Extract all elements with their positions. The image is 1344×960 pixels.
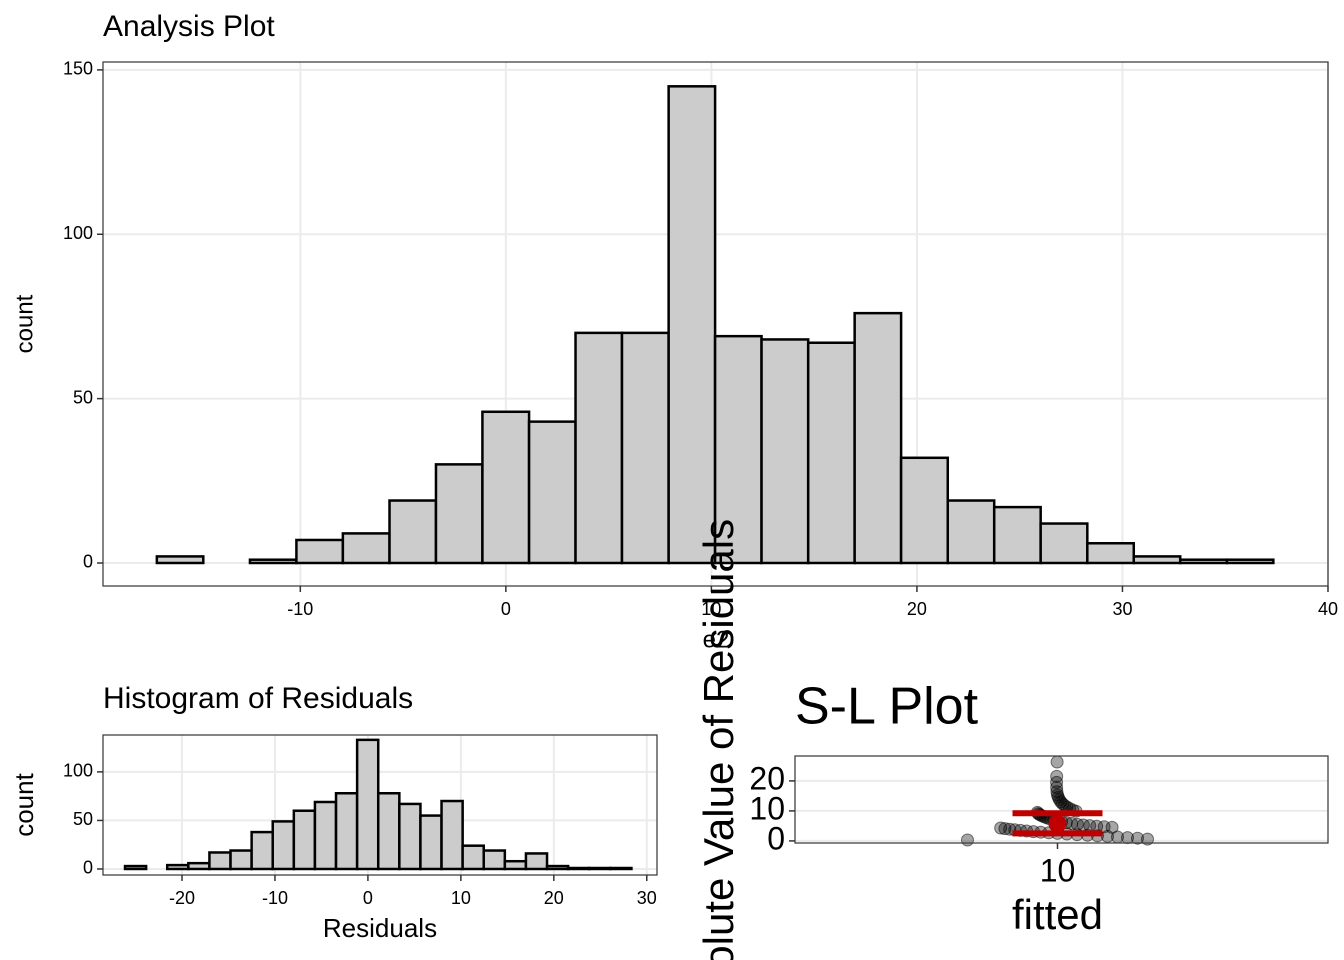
bar xyxy=(440,799,464,871)
bar xyxy=(899,456,950,565)
bar xyxy=(398,802,422,871)
bar xyxy=(667,85,717,565)
panel-border xyxy=(102,734,658,876)
x-axis-label: fitted xyxy=(1012,891,1103,938)
y-tick-label: 50 xyxy=(73,387,93,407)
bar xyxy=(760,338,810,565)
bar xyxy=(992,505,1042,565)
bar xyxy=(313,800,338,871)
bar xyxy=(123,864,148,871)
bar xyxy=(248,558,298,565)
point xyxy=(1050,755,1064,769)
bar xyxy=(527,420,577,565)
point xyxy=(994,821,1008,835)
point xyxy=(998,822,1012,836)
x-tick-label: 0 xyxy=(363,888,373,908)
y-tick-label: 100 xyxy=(63,761,93,781)
x-tick-label: 10 xyxy=(451,888,471,908)
bar xyxy=(295,538,345,565)
bar xyxy=(388,499,438,565)
bar xyxy=(461,844,485,871)
bar xyxy=(481,410,531,565)
point xyxy=(1141,832,1154,846)
y-axis-label: count xyxy=(9,772,39,836)
bar xyxy=(946,499,996,565)
bar xyxy=(566,866,591,871)
y-axis-label: count xyxy=(11,294,38,353)
bar xyxy=(853,311,903,565)
bar xyxy=(482,849,507,871)
bar xyxy=(609,866,633,871)
point xyxy=(1050,781,1064,794)
x-tick-label: 30 xyxy=(637,888,657,908)
bar xyxy=(187,861,211,871)
bar xyxy=(271,820,296,871)
y-tick-label: 0 xyxy=(83,858,93,878)
x-tick-label: 30 xyxy=(1112,599,1132,619)
bar xyxy=(334,792,359,871)
y-tick-label: 0 xyxy=(767,820,785,856)
bar xyxy=(587,866,612,871)
bar xyxy=(292,809,317,871)
y-tick-label: 100 xyxy=(63,223,93,243)
bar xyxy=(545,864,570,871)
point xyxy=(1050,785,1064,799)
bar xyxy=(165,863,190,871)
bar xyxy=(229,849,253,871)
x-tick-label: 20 xyxy=(544,888,564,908)
bar xyxy=(806,341,856,565)
bar xyxy=(1178,558,1229,565)
y-tick-label: 10 xyxy=(749,790,785,826)
y-tick-label: 150 xyxy=(63,59,93,79)
x-tick-label: 40 xyxy=(1318,599,1338,619)
bar xyxy=(355,738,380,871)
bar xyxy=(574,331,624,565)
x-tick-label: -10 xyxy=(262,888,288,908)
bar xyxy=(620,331,670,565)
point xyxy=(961,833,974,847)
x-tick-label: 20 xyxy=(907,599,927,619)
bar xyxy=(434,463,484,565)
bar xyxy=(341,532,391,565)
x-axis-label: e2 xyxy=(703,626,730,653)
bar xyxy=(1225,558,1275,565)
panel-border xyxy=(794,755,1329,844)
x-axis-label: Residuals xyxy=(323,913,437,943)
y-axis-label: Absolute Value of Residuals xyxy=(695,519,742,960)
y-tick-label: 20 xyxy=(749,760,785,796)
bar xyxy=(1086,542,1136,565)
x-tick-label: 10 xyxy=(1040,852,1076,888)
panel-border xyxy=(102,61,1329,587)
bar xyxy=(419,814,443,871)
chart-title: Histogram of Residuals xyxy=(103,682,413,715)
y-tick-label: 0 xyxy=(83,552,93,572)
bar xyxy=(250,830,274,871)
bar xyxy=(1039,522,1089,565)
point xyxy=(1131,831,1144,845)
x-tick-label: -20 xyxy=(169,888,195,908)
bar xyxy=(376,792,401,871)
x-tick-label: 10 xyxy=(701,599,721,619)
bar xyxy=(713,334,763,565)
bar xyxy=(503,859,528,871)
bar xyxy=(1132,555,1182,565)
point xyxy=(1050,769,1064,783)
x-tick-label: 0 xyxy=(501,599,511,619)
mean-point xyxy=(1048,814,1067,833)
bar xyxy=(208,851,232,871)
bar xyxy=(524,852,549,871)
chart-title: S-L Plot xyxy=(795,678,979,736)
bar xyxy=(155,555,205,565)
x-tick-label: -10 xyxy=(287,599,313,619)
y-tick-label: 50 xyxy=(73,809,93,829)
chart-title: Analysis Plot xyxy=(103,10,275,43)
